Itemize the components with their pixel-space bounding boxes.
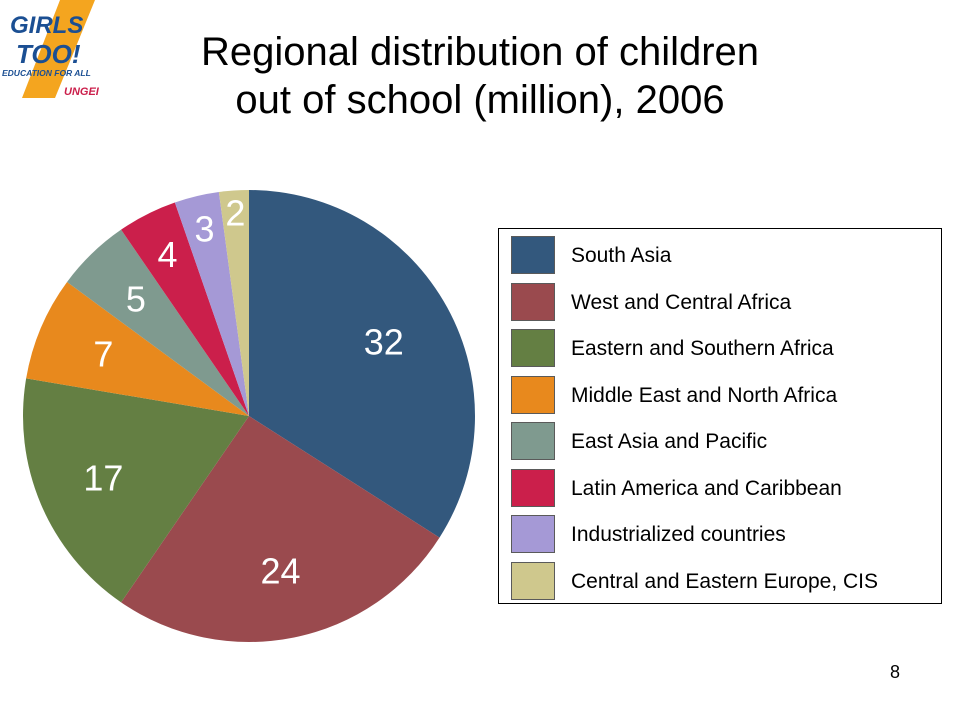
- legend-item: Latin America and Caribbean: [511, 468, 931, 507]
- pie-slice-south-asia: [249, 190, 475, 538]
- legend-label: Latin America and Caribbean: [571, 476, 842, 500]
- legend-item: Eastern and Southern Africa: [511, 329, 931, 367]
- girls-too-logo: GIRLS TOO! EDUCATION FOR ALL UNGEI: [0, 0, 130, 105]
- legend-label: Eastern and Southern Africa: [571, 337, 834, 360]
- pie-data-label: 17: [83, 457, 123, 498]
- legend-label: Industrialized countries: [571, 523, 786, 546]
- legend-item: South Asia: [511, 236, 931, 274]
- logo-text-tagline: EDUCATION FOR ALL: [2, 68, 91, 78]
- pie-data-label: 7: [93, 334, 113, 375]
- page-number: 8: [889, 662, 900, 682]
- pie-slice-east-asia-and-pacific: [67, 229, 249, 416]
- pie-slice-central-and-eastern-europe-cis: [218, 190, 249, 416]
- pie-slice-west-and-central-africa: [121, 416, 440, 642]
- pie-data-label: 2: [225, 193, 245, 234]
- legend-label: Central and Eastern Europe, CIS: [571, 569, 879, 593]
- chart-title-line2: out of school (million), 2006: [235, 78, 725, 122]
- pie-data-label: 32: [364, 322, 404, 363]
- legend-item: West and Central Africa: [511, 282, 931, 321]
- chart-legend: South Asia West and Central Africa Eastern…: [498, 228, 942, 604]
- pie-slice-latin-america-and-caribbean: [121, 202, 249, 416]
- legend-item: Middle East and North Africa: [511, 375, 931, 414]
- logo-text-too: TOO!: [16, 39, 81, 69]
- legend-label: Middle East and North Africa: [571, 383, 838, 407]
- legend-label: West and Central Africa: [571, 290, 792, 314]
- legend-label: East Asia and Pacific: [571, 430, 768, 453]
- pie-slice-middle-east-and-north-africa: [26, 281, 250, 416]
- pie-slice-industrialized-countries: [174, 192, 249, 416]
- pie-data-label: 4: [157, 234, 177, 275]
- legend-swatch: [511, 282, 555, 321]
- legend-item: Central and Eastern Europe, CIS: [511, 561, 931, 600]
- chart-title-line1: Regional distribution of children: [200, 30, 760, 74]
- pie-chart: 32 24 17 7 5 4 3 2: [0, 180, 490, 660]
- legend-swatch: [511, 236, 555, 274]
- logo-text-ungei: UNGEI: [64, 86, 100, 98]
- legend-swatch: [511, 468, 555, 507]
- legend-item: East Asia and Pacific: [511, 422, 931, 460]
- legend-swatch: [511, 329, 555, 367]
- pie-data-label: 5: [126, 279, 146, 320]
- legend-swatch: [511, 422, 555, 460]
- chart-title: Regional distribution of children out of…: [150, 28, 810, 124]
- legend-swatch: [511, 515, 555, 553]
- legend-label: South Asia: [571, 244, 672, 267]
- legend-swatch: [511, 375, 555, 414]
- pie-data-label: 24: [260, 551, 300, 592]
- pie-data-label: 3: [194, 209, 214, 250]
- logo-text-girls: GIRLS: [10, 12, 83, 39]
- legend-item: Industrialized countries: [511, 515, 931, 553]
- legend-swatch: [511, 561, 555, 600]
- pie-slice-eastern-and-southern-africa: [23, 378, 250, 603]
